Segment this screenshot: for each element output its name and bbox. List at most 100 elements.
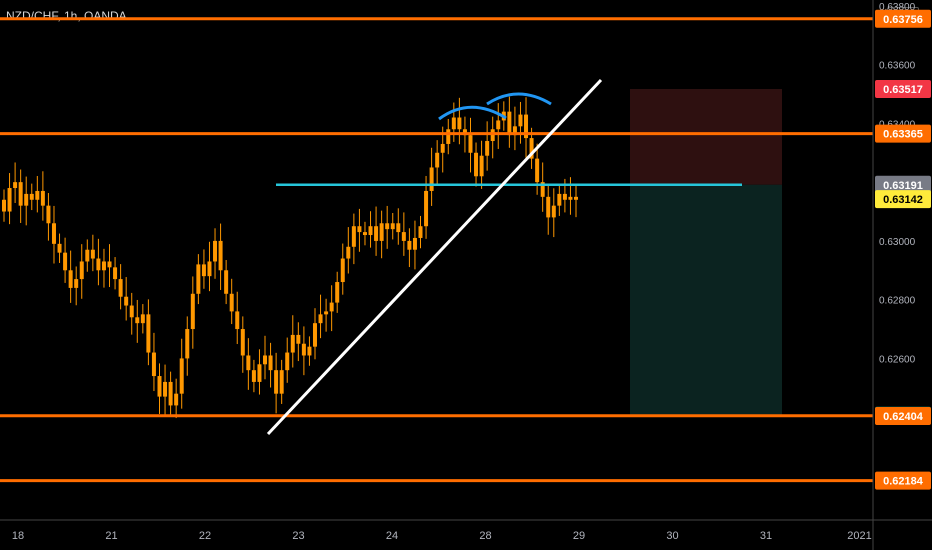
candle-body bbox=[562, 193, 567, 200]
candle-body bbox=[2, 199, 6, 212]
candle-body bbox=[174, 393, 179, 406]
y-tick-label: 0.62800 bbox=[879, 296, 916, 307]
candle-body bbox=[240, 329, 245, 356]
candle-body bbox=[257, 364, 262, 382]
candle-body bbox=[346, 246, 351, 259]
candle-body bbox=[518, 114, 523, 127]
candle-body bbox=[146, 314, 151, 353]
right-peak-arc bbox=[486, 92, 552, 106]
x-tick-label: 2021 bbox=[847, 530, 871, 542]
candle-body bbox=[135, 317, 140, 324]
candle-body bbox=[90, 249, 95, 259]
price-label: 0.63142 bbox=[883, 194, 923, 206]
candle-body bbox=[185, 329, 190, 359]
candle-body bbox=[57, 243, 62, 253]
candle-body bbox=[385, 223, 390, 230]
candle-body bbox=[496, 120, 501, 130]
candle-body bbox=[535, 158, 540, 183]
candle-body bbox=[113, 267, 118, 280]
candle-body bbox=[435, 152, 440, 168]
candle-body bbox=[551, 205, 556, 218]
price-label: 0.63756 bbox=[883, 14, 923, 26]
trendline bbox=[266, 78, 603, 436]
x-tick-label: 21 bbox=[105, 530, 117, 542]
candle-body bbox=[357, 226, 362, 233]
candle-body bbox=[307, 346, 312, 356]
candle-body bbox=[324, 311, 329, 315]
candle-body bbox=[468, 135, 473, 153]
candle-body bbox=[229, 293, 234, 312]
candle-body bbox=[51, 223, 56, 244]
candle-body bbox=[540, 182, 545, 197]
candle-body bbox=[246, 355, 251, 371]
candle-body bbox=[224, 270, 229, 294]
candle-body bbox=[35, 190, 40, 200]
candle-body bbox=[196, 264, 201, 294]
candle-body bbox=[290, 334, 295, 353]
candle-body bbox=[74, 279, 79, 288]
left-peak-arc bbox=[438, 105, 507, 121]
candle-body bbox=[524, 114, 529, 139]
candle-body bbox=[79, 261, 84, 280]
candle-body bbox=[418, 226, 423, 238]
price-label: 0.63191 bbox=[883, 180, 923, 192]
candle-body bbox=[301, 343, 306, 356]
candle-body bbox=[296, 334, 301, 344]
candle-body bbox=[151, 352, 156, 377]
candle-body bbox=[179, 358, 184, 394]
candle-body bbox=[279, 370, 284, 394]
candle-body bbox=[29, 193, 34, 200]
take-profit-zone bbox=[630, 184, 782, 416]
candle-body bbox=[274, 370, 279, 394]
candle-body bbox=[129, 305, 134, 318]
candle-body bbox=[340, 258, 345, 283]
candle-body bbox=[362, 232, 367, 236]
candle-body bbox=[512, 126, 517, 136]
candle-body bbox=[424, 190, 429, 227]
candle-body bbox=[218, 240, 223, 271]
candle-body bbox=[529, 138, 534, 159]
candle-body bbox=[401, 232, 406, 241]
x-tick-label: 23 bbox=[292, 530, 304, 542]
candle-body bbox=[201, 264, 206, 277]
candle-body bbox=[235, 311, 240, 330]
price-label: 0.62184 bbox=[883, 476, 924, 488]
candle-body bbox=[124, 296, 129, 306]
candle-body bbox=[429, 167, 434, 191]
candle-body bbox=[318, 314, 323, 324]
candle-body bbox=[213, 240, 218, 262]
candle-body bbox=[474, 152, 479, 177]
candle-body bbox=[118, 279, 123, 297]
candle-body bbox=[251, 370, 256, 382]
candle-body bbox=[207, 261, 212, 277]
candle-body bbox=[390, 223, 395, 230]
x-tick-label: 22 bbox=[199, 530, 211, 542]
candle-body bbox=[263, 355, 268, 365]
y-tick-label: 0.63600 bbox=[879, 61, 916, 72]
candle-body bbox=[407, 240, 412, 250]
candle-body bbox=[451, 117, 456, 130]
price-label-bg bbox=[875, 407, 931, 425]
candle-body bbox=[546, 196, 551, 218]
price-label-bg bbox=[875, 80, 931, 99]
price-label-bg bbox=[875, 190, 931, 209]
candle-body bbox=[457, 117, 462, 130]
candle-body bbox=[574, 196, 578, 200]
price-label-bg bbox=[875, 471, 931, 490]
candle-body bbox=[335, 282, 340, 303]
candle-body bbox=[157, 376, 162, 397]
candle-body bbox=[7, 188, 12, 212]
candle-body bbox=[63, 252, 68, 271]
candle-body bbox=[13, 182, 18, 189]
candle-body bbox=[140, 314, 145, 324]
x-tick-label: 30 bbox=[666, 530, 678, 542]
candle-body bbox=[412, 237, 417, 250]
x-tick-label: 29 bbox=[573, 530, 585, 542]
candle-body bbox=[557, 193, 562, 206]
candle-body bbox=[568, 196, 573, 200]
candle-body bbox=[40, 190, 45, 206]
candle-body bbox=[440, 143, 445, 153]
y-tick-label: 0.63800 bbox=[879, 2, 916, 13]
